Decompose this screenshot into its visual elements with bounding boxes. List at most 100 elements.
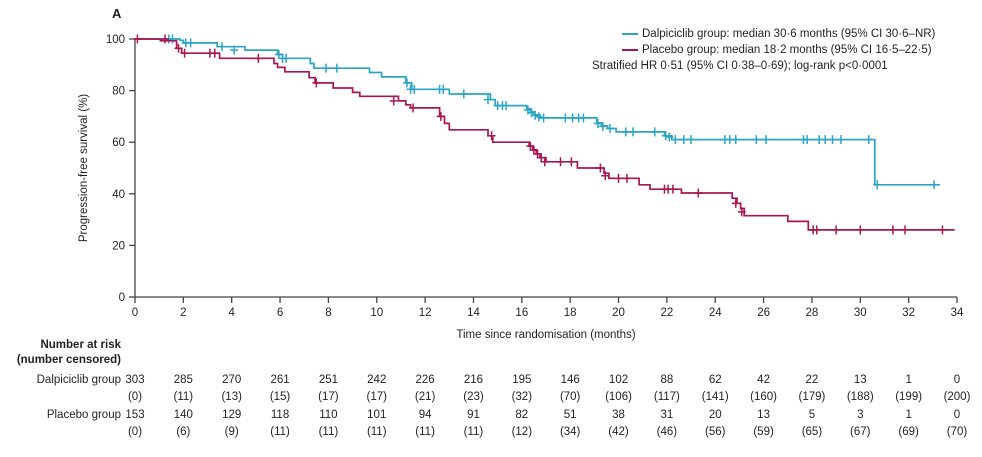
risk-count-cell: 3 xyxy=(857,409,864,421)
risk-censored-cell: (9) xyxy=(224,426,239,438)
x-tick-label: 10 xyxy=(370,307,383,319)
risk-count-cell: 38 xyxy=(612,409,625,421)
risk-censored-cell: (17) xyxy=(366,391,387,403)
risk-row-label-placebo: Placebo group xyxy=(46,409,121,421)
risk-count-cell: 88 xyxy=(660,374,674,386)
risk-censored-cell: (6) xyxy=(176,426,191,438)
risk-count-cell: 13 xyxy=(853,374,867,386)
x-tick-label: 20 xyxy=(612,307,625,319)
risk-count-cell: 102 xyxy=(608,374,629,386)
risk-censored-cell: (199) xyxy=(895,391,923,403)
risk-count-cell: 62 xyxy=(708,374,722,386)
x-tick-label: 22 xyxy=(660,307,673,319)
x-tick-label: 16 xyxy=(515,307,528,319)
x-tick-label: 2 xyxy=(180,307,186,319)
risk-count-cell: 129 xyxy=(222,409,242,421)
risk-count-cell: 101 xyxy=(367,409,387,421)
risk-censored-cell: (11) xyxy=(318,426,339,438)
risk-table-header-1: Number at risk xyxy=(40,339,121,351)
x-tick-label: 0 xyxy=(132,307,138,319)
y-tick-label: 80 xyxy=(112,86,125,98)
risk-count-cell: 118 xyxy=(270,409,290,421)
x-tick-label: 18 xyxy=(564,307,577,319)
risk-count-cell: 82 xyxy=(515,409,529,421)
risk-count-cell: 251 xyxy=(318,374,338,386)
placebo-curve xyxy=(135,38,955,231)
risk-censored-cell: (0) xyxy=(127,426,143,438)
risk-censored-cell: (46) xyxy=(656,426,678,438)
risk-censored-cell: (200) xyxy=(943,391,971,403)
risk-censored-cell: (160) xyxy=(750,391,777,403)
x-tick-label: 28 xyxy=(806,307,819,319)
risk-censored-cell: (67) xyxy=(850,426,871,438)
x-tick-label: 24 xyxy=(709,307,722,319)
risk-count-cell: 13 xyxy=(757,409,770,421)
risk-count-cell: 51 xyxy=(563,409,577,421)
risk-count-cell: 270 xyxy=(222,374,242,386)
risk-censored-cell: (12) xyxy=(511,426,533,438)
y-tick-label: 0 xyxy=(119,292,125,304)
risk-censored-cell: (13) xyxy=(221,391,242,403)
x-tick-label: 26 xyxy=(757,307,770,319)
risk-table-header-2: (number censored) xyxy=(16,354,121,366)
risk-censored-cell: (23) xyxy=(463,391,484,403)
risk-count-cell: 226 xyxy=(415,374,435,386)
y-tick-label: 20 xyxy=(112,240,125,252)
risk-censored-cell: (11) xyxy=(415,426,435,438)
risk-censored-cell: (32) xyxy=(511,391,533,403)
x-axis-title: Time since randomisation (months) xyxy=(456,329,636,341)
y-tick-label: 60 xyxy=(112,137,125,149)
panel-label: A xyxy=(112,6,122,21)
risk-count-cell: 285 xyxy=(173,374,193,386)
risk-count-cell: 140 xyxy=(173,409,193,421)
risk-censored-cell: (17) xyxy=(318,391,339,403)
legend-label-placebo: Placebo group: median 18·2 months (95% C… xyxy=(642,44,932,56)
risk-censored-cell: (11) xyxy=(270,426,290,438)
risk-censored-cell: (70) xyxy=(559,391,581,403)
risk-censored-cell: (188) xyxy=(846,391,874,403)
risk-count-cell: 195 xyxy=(512,374,532,386)
risk-count-cell: 146 xyxy=(560,374,580,386)
dalpiciclib-line-swatch xyxy=(622,33,638,35)
risk-censored-cell: (59) xyxy=(753,426,774,438)
risk-count-cell: 94 xyxy=(418,409,432,421)
x-tick-label: 6 xyxy=(277,307,283,319)
risk-count-cell: 22 xyxy=(805,374,819,386)
risk-count-cell: 0 xyxy=(953,374,961,386)
x-tick-label: 30 xyxy=(854,307,867,319)
chart-legend: Dalpiciclib group: median 30·6 months (9… xyxy=(592,26,935,74)
y-axis-title: Progression-free survival (%) xyxy=(78,93,90,243)
risk-censored-cell: (11) xyxy=(366,426,387,438)
legend-item-dalpiciclib: Dalpiciclib group: median 30·6 months (9… xyxy=(622,26,935,42)
risk-censored-cell: (70) xyxy=(946,426,968,438)
risk-censored-cell: (117) xyxy=(653,391,680,403)
legend-label-dalpiciclib: Dalpiciclib group: median 30·6 months (9… xyxy=(642,28,936,40)
risk-count-cell: 0 xyxy=(953,409,961,421)
risk-count-cell: 261 xyxy=(270,374,290,386)
risk-censored-cell: (11) xyxy=(463,426,484,438)
risk-censored-cell: (106) xyxy=(605,391,632,403)
risk-count-cell: 242 xyxy=(367,374,387,386)
x-tick-label: 32 xyxy=(902,307,915,319)
x-tick-label: 34 xyxy=(951,307,964,319)
risk-row-label-dalpiciclib: Dalpiciclib group xyxy=(36,374,121,386)
stratified-hr-note: Stratified HR 0·51 (95% CI 0·38–0·69); l… xyxy=(592,60,888,72)
risk-count-cell: 5 xyxy=(808,409,816,421)
x-tick-label: 4 xyxy=(229,307,236,319)
y-tick-label: 100 xyxy=(106,34,125,46)
x-tick-label: 8 xyxy=(325,307,331,319)
risk-count-cell: 216 xyxy=(463,374,484,386)
risk-censored-cell: (0) xyxy=(127,391,143,403)
risk-count-cell: 31 xyxy=(660,409,674,421)
risk-censored-cell: (179) xyxy=(798,391,826,403)
legend-item-placebo: Placebo group: median 18·2 months (95% C… xyxy=(622,42,935,58)
risk-censored-cell: (141) xyxy=(701,391,729,403)
risk-censored-cell: (15) xyxy=(269,391,291,403)
risk-count-cell: 1 xyxy=(905,374,912,386)
risk-count-cell: 20 xyxy=(708,409,722,421)
risk-count-cell: 42 xyxy=(757,374,770,386)
risk-censored-cell: (34) xyxy=(559,426,581,438)
risk-censored-cell: (56) xyxy=(705,426,726,438)
